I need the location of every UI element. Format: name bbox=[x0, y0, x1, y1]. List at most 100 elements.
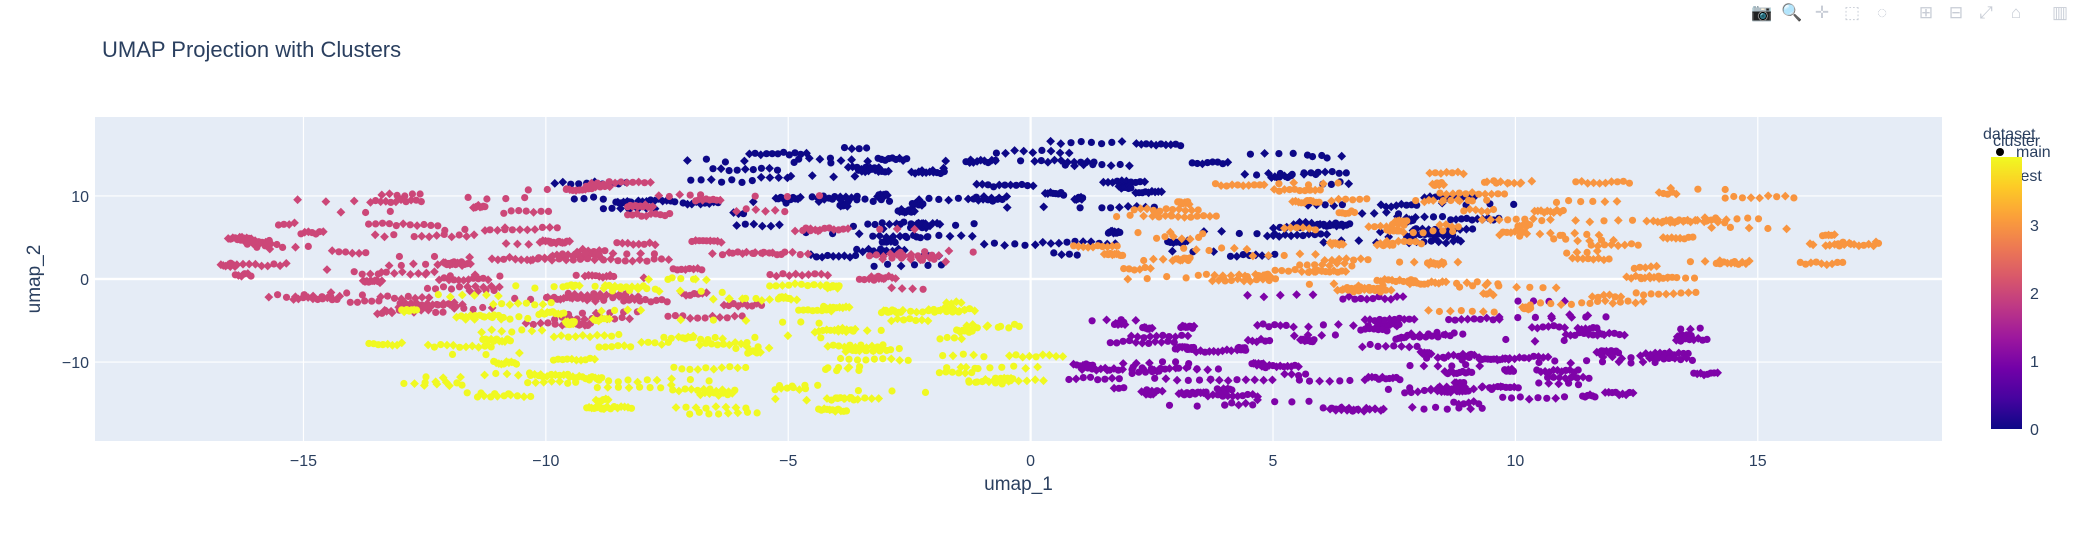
test-point[interactable] bbox=[1289, 322, 1298, 332]
test-point[interactable] bbox=[1189, 321, 1199, 331]
main-point[interactable] bbox=[433, 300, 441, 309]
main-point[interactable] bbox=[709, 316, 718, 324]
test-point[interactable] bbox=[606, 254, 616, 264]
main-point[interactable] bbox=[1653, 354, 1661, 362]
main-point[interactable] bbox=[1502, 335, 1510, 344]
main-point[interactable] bbox=[694, 386, 702, 394]
test-point[interactable] bbox=[654, 287, 664, 296]
main-point[interactable] bbox=[907, 307, 915, 315]
test-point[interactable] bbox=[1551, 393, 1561, 403]
main-point[interactable] bbox=[570, 318, 578, 326]
test-point[interactable] bbox=[713, 236, 722, 246]
main-point[interactable] bbox=[667, 334, 675, 342]
main-point[interactable] bbox=[1547, 300, 1555, 308]
main-point[interactable] bbox=[1839, 258, 1847, 266]
main-point[interactable] bbox=[1113, 339, 1121, 347]
test-point[interactable] bbox=[1854, 241, 1864, 251]
test-point[interactable] bbox=[578, 294, 588, 303]
test-point[interactable] bbox=[847, 144, 857, 154]
main-point[interactable] bbox=[733, 166, 741, 174]
test-point[interactable] bbox=[1577, 177, 1587, 186]
test-point[interactable] bbox=[1295, 217, 1304, 227]
test-point[interactable] bbox=[1360, 315, 1370, 325]
main-point[interactable] bbox=[806, 227, 815, 235]
test-point[interactable] bbox=[887, 283, 896, 293]
main-point[interactable] bbox=[529, 320, 537, 329]
main-point[interactable] bbox=[1159, 331, 1167, 339]
main-point[interactable] bbox=[1328, 168, 1336, 176]
main-point[interactable] bbox=[742, 363, 750, 372]
test-point[interactable] bbox=[1181, 206, 1190, 215]
main-point[interactable] bbox=[1447, 196, 1455, 205]
test-point[interactable] bbox=[1086, 237, 1096, 247]
test-point[interactable] bbox=[1250, 375, 1260, 385]
main-point[interactable] bbox=[1150, 389, 1158, 397]
main-point[interactable] bbox=[578, 309, 587, 317]
main-point[interactable] bbox=[273, 240, 281, 249]
main-point[interactable] bbox=[1130, 206, 1138, 214]
test-point[interactable] bbox=[1360, 285, 1369, 294]
test-point[interactable] bbox=[1257, 251, 1267, 260]
main-point[interactable] bbox=[1559, 231, 1567, 239]
main-point[interactable] bbox=[1108, 138, 1116, 146]
test-point[interactable] bbox=[1289, 220, 1298, 229]
test-point[interactable] bbox=[863, 156, 873, 166]
main-point[interactable] bbox=[1348, 262, 1356, 270]
main-point[interactable] bbox=[1184, 363, 1192, 371]
test-point[interactable] bbox=[1226, 271, 1236, 280]
main-point[interactable] bbox=[1452, 384, 1460, 392]
test-point[interactable] bbox=[1608, 298, 1618, 308]
test-point[interactable] bbox=[1395, 275, 1405, 285]
main-point[interactable] bbox=[833, 394, 841, 402]
main-point[interactable] bbox=[965, 378, 973, 386]
test-point[interactable] bbox=[1407, 402, 1417, 412]
main-point[interactable] bbox=[506, 337, 514, 345]
main-point[interactable] bbox=[1233, 376, 1241, 384]
main-point[interactable] bbox=[1600, 217, 1608, 225]
main-point[interactable] bbox=[853, 356, 862, 364]
test-point[interactable] bbox=[1030, 156, 1040, 166]
main-point[interactable] bbox=[783, 384, 791, 392]
test-point[interactable] bbox=[716, 164, 726, 174]
main-point[interactable] bbox=[1520, 354, 1528, 362]
main-point[interactable] bbox=[664, 312, 672, 320]
test-point[interactable] bbox=[885, 249, 895, 259]
main-point[interactable] bbox=[524, 186, 532, 194]
test-point[interactable] bbox=[1222, 345, 1232, 355]
main-point[interactable] bbox=[595, 343, 603, 351]
test-point[interactable] bbox=[1123, 274, 1133, 284]
main-point[interactable] bbox=[1467, 350, 1475, 358]
test-point[interactable] bbox=[862, 326, 872, 335]
test-point[interactable] bbox=[633, 284, 643, 294]
test-point[interactable] bbox=[432, 379, 442, 389]
test-point[interactable] bbox=[1071, 374, 1081, 384]
test-point[interactable] bbox=[370, 230, 380, 240]
test-point[interactable] bbox=[1515, 179, 1525, 188]
test-point[interactable] bbox=[1286, 231, 1296, 241]
main-point[interactable] bbox=[1480, 178, 1489, 186]
test-point[interactable] bbox=[1209, 247, 1219, 256]
main-point[interactable] bbox=[455, 283, 464, 291]
test-point[interactable] bbox=[1382, 207, 1391, 217]
test-point[interactable] bbox=[733, 363, 743, 373]
main-point[interactable] bbox=[1202, 270, 1210, 278]
test-point[interactable] bbox=[1384, 232, 1394, 242]
main-point[interactable] bbox=[346, 298, 354, 306]
test-point[interactable] bbox=[788, 247, 797, 257]
test-point[interactable] bbox=[652, 375, 662, 385]
test-point[interactable] bbox=[1439, 231, 1448, 241]
test-point[interactable] bbox=[1744, 256, 1754, 266]
main-point[interactable] bbox=[1504, 216, 1512, 224]
main-point[interactable] bbox=[919, 200, 927, 208]
main-point[interactable] bbox=[455, 231, 463, 239]
test-point[interactable] bbox=[1700, 257, 1710, 266]
test-point[interactable] bbox=[1334, 254, 1344, 264]
test-point[interactable] bbox=[488, 299, 498, 309]
main-point[interactable] bbox=[343, 289, 351, 297]
test-point[interactable] bbox=[1103, 177, 1113, 187]
test-point[interactable] bbox=[1177, 234, 1187, 244]
main-point[interactable] bbox=[1400, 237, 1408, 245]
test-point[interactable] bbox=[691, 274, 700, 284]
main-point[interactable] bbox=[1534, 394, 1542, 402]
zoom-icon[interactable]: 🔍 bbox=[1781, 3, 1803, 22]
